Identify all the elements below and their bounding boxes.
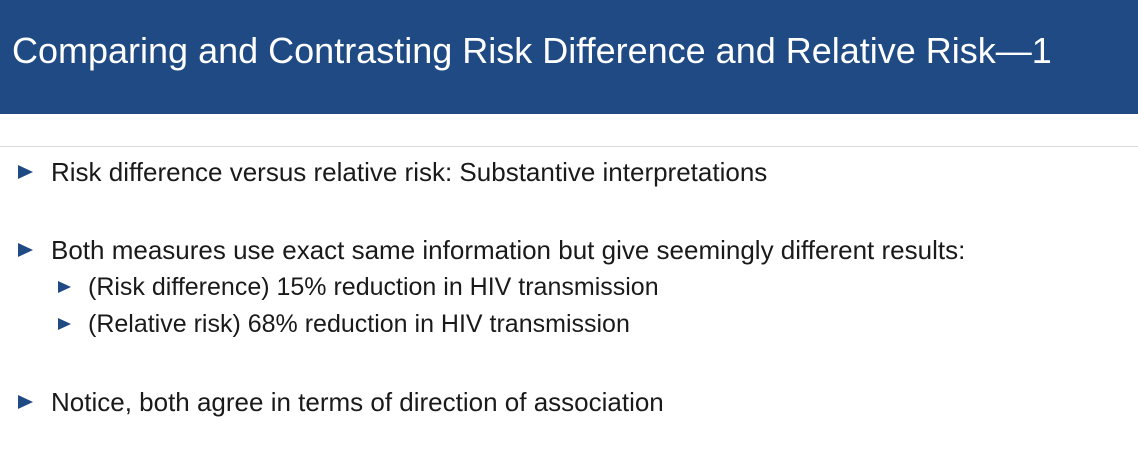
bullet-item: Notice, both agree in terms of direction… — [18, 385, 664, 419]
bullet-text: Risk difference versus relative risk: Su… — [51, 156, 768, 187]
bullet-item: Both measures use exact same information… — [18, 233, 965, 267]
bullet-item: Risk difference versus relative risk: Su… — [18, 155, 767, 189]
divider-line — [0, 146, 1138, 147]
title-bar: Comparing and Contrasting Risk Differenc… — [0, 0, 1138, 114]
sub-bullet-item: (Relative risk) 68% reduction in HIV tra… — [58, 308, 630, 340]
bullet-text: Notice, both agree in terms of direction… — [51, 386, 664, 417]
sub-bullet-text: (Risk difference) 15% reduction in HIV t… — [88, 272, 659, 301]
triangle-right-icon — [18, 395, 33, 409]
bullet-text: Both measures use exact same information… — [51, 234, 966, 265]
sub-bullet-text: (Relative risk) 68% reduction in HIV tra… — [88, 309, 630, 338]
triangle-right-icon — [58, 318, 71, 330]
slide-title: Comparing and Contrasting Risk Differenc… — [12, 30, 1052, 71]
triangle-right-icon — [18, 243, 33, 257]
triangle-right-icon — [58, 281, 71, 293]
sub-bullet-item: (Risk difference) 15% reduction in HIV t… — [58, 271, 659, 303]
triangle-right-icon — [18, 165, 33, 179]
